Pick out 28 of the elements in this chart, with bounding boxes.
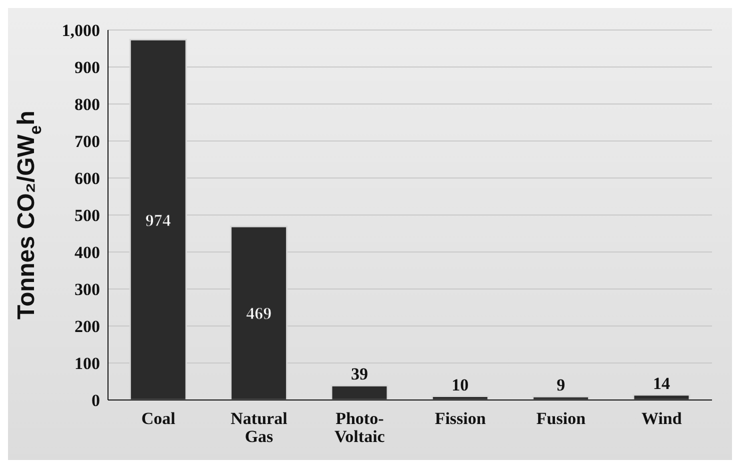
y-tick-label: 800: [74, 95, 100, 114]
y-tick-label: 100: [74, 354, 100, 374]
bar: [230, 226, 288, 400]
y-tick-label: 200: [74, 317, 100, 336]
data-label: 39: [350, 364, 368, 384]
bar: [431, 396, 489, 400]
y-tick-label: 0: [92, 391, 100, 410]
x-tick-label: Wind: [642, 409, 682, 428]
y-tick-label: 900: [74, 58, 100, 78]
bar: [632, 394, 690, 400]
x-tick-label: Photo-Voltaic: [334, 409, 386, 446]
data-label: 9: [556, 376, 566, 395]
y-tick-label: 300: [74, 280, 100, 300]
bar: [129, 38, 187, 400]
y-tick-label: 500: [74, 206, 100, 226]
x-tick-label: Fusion: [536, 409, 586, 428]
data-label: 974: [145, 210, 172, 230]
bar: [330, 384, 388, 400]
data-label: 469: [246, 304, 272, 324]
y-tick-label: 1,000: [62, 21, 100, 40]
data-label: 10: [452, 375, 469, 394]
x-tick-label: Natural Gas: [230, 409, 288, 446]
y-tick-label: 600: [74, 169, 100, 188]
y-tick-label: 700: [74, 132, 100, 152]
x-tick-label: Fission: [434, 409, 486, 428]
y-tick-label: 400: [74, 243, 100, 262]
x-tick-label: Coal: [141, 409, 176, 428]
data-label: 14: [652, 374, 670, 393]
